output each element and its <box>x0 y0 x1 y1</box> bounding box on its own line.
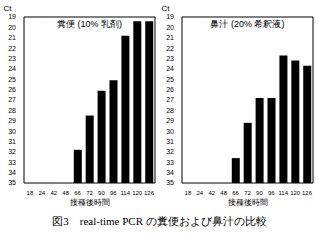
svg-text:114: 114 <box>278 190 288 196</box>
svg-text:96: 96 <box>267 190 274 196</box>
svg-text:42: 42 <box>50 190 57 196</box>
svg-text:25: 25 <box>8 76 16 83</box>
svg-text:24: 24 <box>38 190 45 196</box>
svg-text:18: 18 <box>26 190 33 196</box>
svg-text:30: 30 <box>166 128 174 135</box>
svg-text:28: 28 <box>166 107 174 114</box>
svg-text:31: 31 <box>166 138 174 145</box>
svg-text:18: 18 <box>184 190 191 196</box>
svg-text:48: 48 <box>62 190 69 196</box>
svg-text:27: 27 <box>166 96 174 103</box>
svg-text:21: 21 <box>8 34 16 41</box>
svg-text:19: 19 <box>166 13 174 20</box>
svg-text:34: 34 <box>166 169 174 176</box>
svg-text:120: 120 <box>132 190 143 196</box>
svg-text:35: 35 <box>166 179 174 186</box>
svg-text:20: 20 <box>8 24 16 31</box>
svg-text:126: 126 <box>302 190 311 196</box>
svg-text:32: 32 <box>166 148 174 155</box>
svg-text:114: 114 <box>120 190 130 196</box>
svg-text:27: 27 <box>8 96 16 103</box>
svg-text:42: 42 <box>208 190 215 196</box>
svg-text:23: 23 <box>166 55 174 62</box>
svg-text:接種後時間: 接種後時間 <box>69 198 109 207</box>
svg-text:26: 26 <box>8 86 16 93</box>
svg-text:33: 33 <box>8 159 16 166</box>
svg-text:20: 20 <box>166 24 174 31</box>
svg-text:22: 22 <box>166 45 174 52</box>
html-text:糞便 (10% 乳剤): 糞便 (10% 乳剤) <box>57 19 122 29</box>
svg-text:90: 90 <box>256 190 263 196</box>
svg-text:66: 66 <box>74 190 81 196</box>
svg-text:24: 24 <box>8 65 16 72</box>
svg-text:24: 24 <box>196 190 203 196</box>
svg-text:23: 23 <box>8 55 16 62</box>
html-text:鼻汁 (20% 希釈液): 鼻汁 (20% 希釈液) <box>210 19 285 29</box>
svg-text:35: 35 <box>8 179 16 186</box>
svg-text:48: 48 <box>220 190 227 196</box>
svg-text:21: 21 <box>166 34 174 41</box>
svg-text:90: 90 <box>98 190 105 196</box>
svg-text:31: 31 <box>8 138 16 145</box>
svg-text:30: 30 <box>8 128 16 135</box>
svg-text:120: 120 <box>290 190 301 196</box>
svg-text:126: 126 <box>144 190 155 196</box>
svg-text:72: 72 <box>86 190 93 196</box>
svg-text:33: 33 <box>166 159 174 166</box>
svg-text:29: 29 <box>166 117 174 124</box>
svg-text:29: 29 <box>8 117 16 124</box>
html-text:Ct: Ct <box>3 4 12 13</box>
svg-text:22: 22 <box>8 45 16 52</box>
svg-text:96: 96 <box>109 190 116 196</box>
html-text:Ct: Ct <box>161 4 170 13</box>
html-text:図3 real-time PCR の糞便および鼻汁の比較: 図3 real-time PCR の糞便および鼻汁の比較 <box>52 215 267 227</box>
svg-text:24: 24 <box>166 65 174 72</box>
svg-text:接種後時間: 接種後時間 <box>227 198 267 207</box>
svg-text:72: 72 <box>244 190 251 196</box>
svg-text:66: 66 <box>232 190 239 196</box>
svg-text:32: 32 <box>8 148 16 155</box>
svg-text:26: 26 <box>166 86 174 93</box>
svg-text:28: 28 <box>8 107 16 114</box>
svg-text:25: 25 <box>166 76 174 83</box>
svg-text:19: 19 <box>8 13 16 20</box>
svg-text:34: 34 <box>8 169 16 176</box>
